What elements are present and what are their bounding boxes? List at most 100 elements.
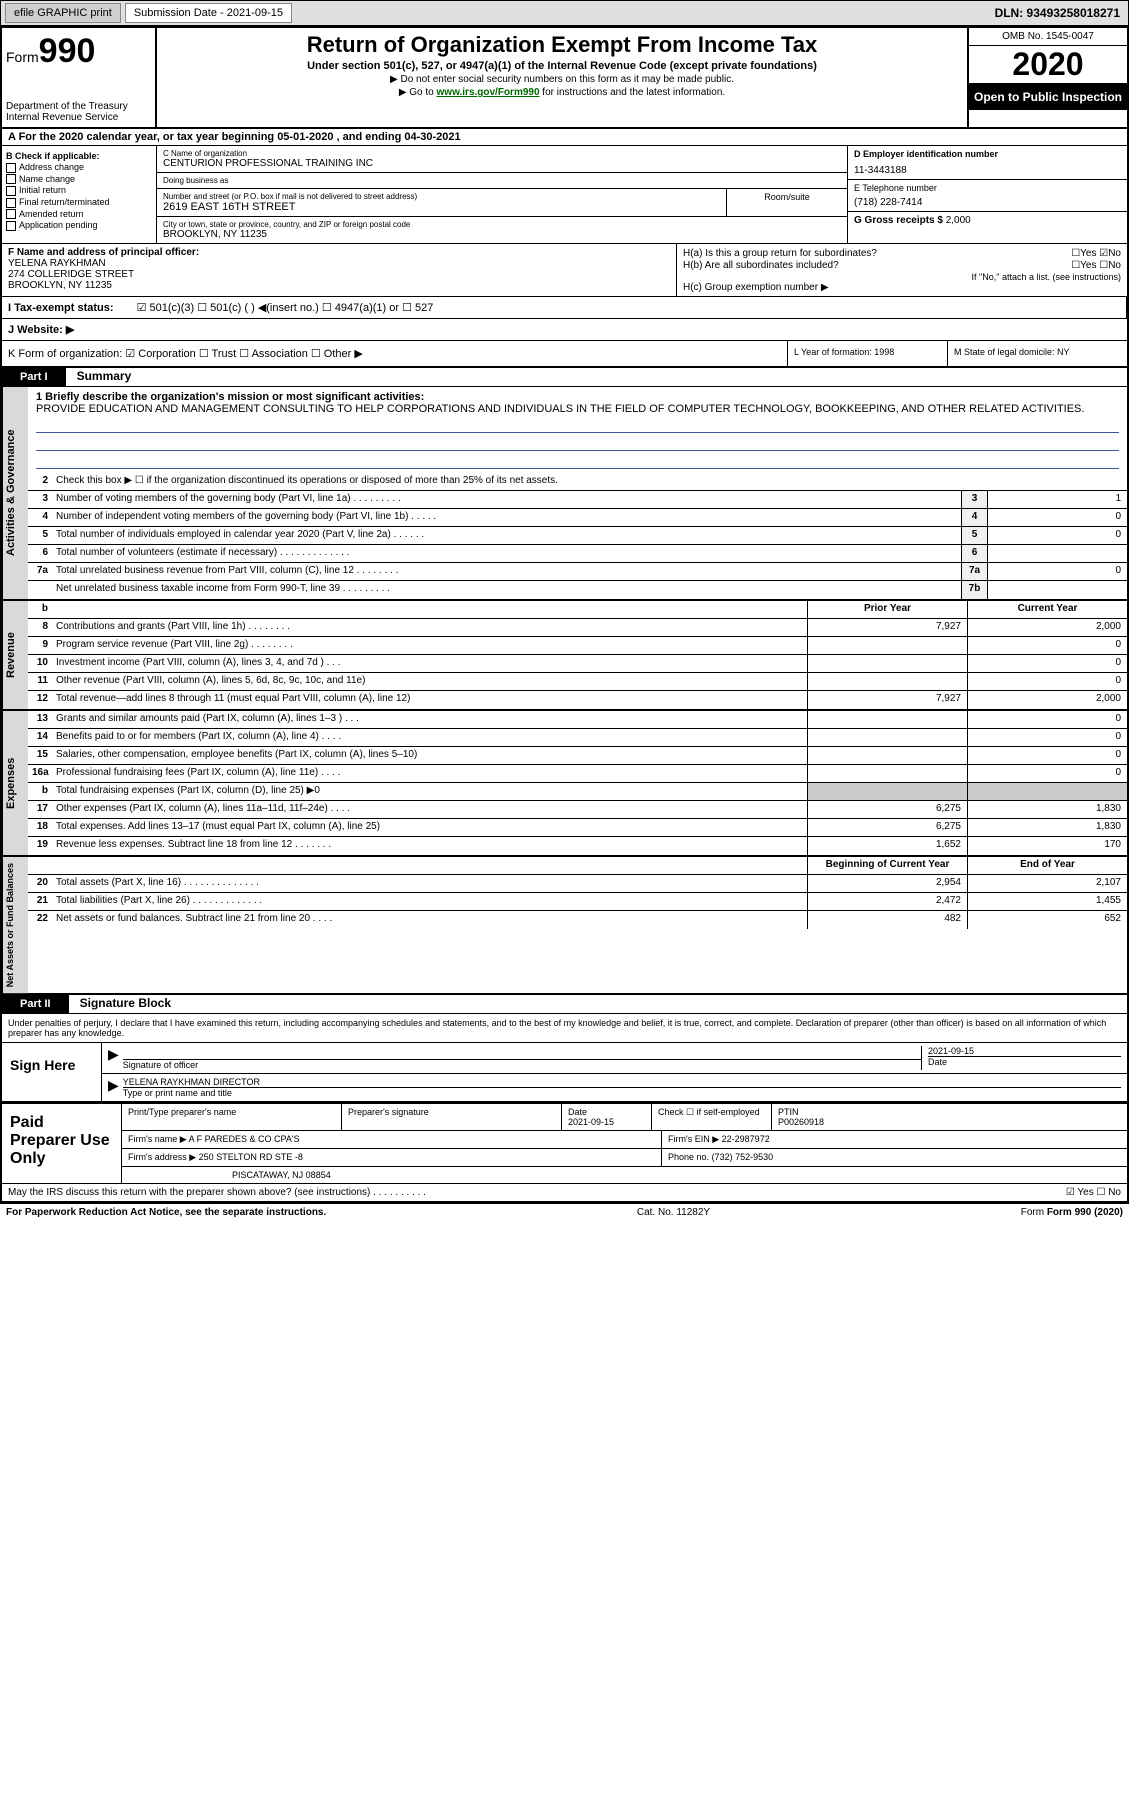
tel-label: E Telephone number: [854, 183, 1121, 193]
data-row: 20Total assets (Part X, line 16) . . . .…: [28, 875, 1127, 893]
gov-row: Net unrelated business taxable income fr…: [28, 581, 1127, 599]
sig-date: 2021-09-15: [928, 1046, 1121, 1056]
data-row: 13Grants and similar amounts paid (Part …: [28, 711, 1127, 729]
form-number: 990: [39, 32, 96, 70]
form-org-type: K Form of organization: ☑ Corporation ☐ …: [2, 341, 787, 366]
vtab-governance: Activities & Governance: [2, 387, 28, 599]
chk-final-return[interactable]: [6, 198, 16, 208]
officer-addr2: BROOKLYN, NY 11235: [8, 280, 670, 291]
data-row: 14Benefits paid to or for members (Part …: [28, 729, 1127, 747]
submission-date: Submission Date - 2021-09-15: [125, 3, 292, 23]
dba-label: Doing business as: [163, 176, 841, 185]
firm-ein: 22-2987972: [722, 1134, 770, 1144]
chk-app-pending[interactable]: [6, 221, 16, 231]
firm-phone: (732) 752-9530: [712, 1152, 774, 1162]
footer-mid: Cat. No. 11282Y: [637, 1207, 710, 1218]
ein-value: 11-3443188: [854, 165, 1121, 176]
instr-1: ▶ Do not enter social security numbers o…: [167, 74, 957, 85]
prep-date-label: Date: [568, 1107, 587, 1117]
hdr-prior-year: Prior Year: [807, 601, 967, 618]
hb-note: If "No," attach a list. (see instruction…: [683, 272, 1121, 282]
discuss-question: May the IRS discuss this return with the…: [8, 1187, 426, 1198]
footer-left: For Paperwork Reduction Act Notice, see …: [6, 1207, 326, 1218]
chk-name-change[interactable]: [6, 174, 16, 184]
data-row: 12Total revenue—add lines 8 through 11 (…: [28, 691, 1127, 709]
street-address: 2619 EAST 16TH STREET: [163, 201, 720, 213]
prep-date: 2021-09-15: [568, 1117, 614, 1127]
ha-label: H(a) Is this a group return for subordin…: [683, 248, 877, 259]
year-formation: L Year of formation: 1998: [787, 341, 947, 366]
sig-officer-label: Signature of officer: [123, 1060, 921, 1070]
part1-title: Summary: [69, 366, 140, 386]
prep-self-emp: Check ☐ if self-employed: [658, 1107, 760, 1117]
col-b-title: B Check if applicable:: [6, 151, 100, 161]
firm-ein-label: Firm's EIN ▶: [668, 1134, 719, 1144]
tax-exempt-label: I Tax-exempt status:: [8, 302, 114, 314]
city-state-zip: BROOKLYN, NY 11235: [163, 229, 841, 240]
form-title: Return of Organization Exempt From Incom…: [167, 32, 957, 58]
chk-initial-return[interactable]: [6, 186, 16, 196]
officer-print-name: YELENA RAYKHMAN DIRECTOR: [123, 1077, 1121, 1088]
ptin-value: P00260918: [778, 1117, 824, 1127]
data-row: 9Program service revenue (Part VIII, lin…: [28, 637, 1127, 655]
city-label: City or town, state or province, country…: [163, 220, 841, 229]
officer-label: F Name and address of principal officer:: [8, 247, 199, 258]
gov-row: 4Number of independent voting members of…: [28, 509, 1127, 527]
chk-address-change[interactable]: [6, 163, 16, 173]
form-990: Form990 Department of the Treasury Inter…: [0, 26, 1129, 1203]
firm-addr: 250 STELTON RD STE -8: [199, 1152, 303, 1162]
officer-addr1: 274 COLLERIDGE STREET: [8, 269, 670, 280]
print-name-label: Type or print name and title: [123, 1088, 1121, 1098]
firm-addr-label: Firm's address ▶: [128, 1152, 196, 1162]
gov-row: 5Total number of individuals employed in…: [28, 527, 1127, 545]
signature-declaration: Under penalties of perjury, I declare th…: [2, 1014, 1127, 1043]
data-row: 16aProfessional fundraising fees (Part I…: [28, 765, 1127, 783]
discuss-answer: ☑ Yes ☐ No: [1066, 1187, 1121, 1198]
instr-2: ▶ Go to www.irs.gov/Form990 for instruct…: [167, 87, 957, 98]
col-b-checkboxes: B Check if applicable: Address change Na…: [2, 146, 157, 243]
sign-here-label: Sign Here: [2, 1043, 102, 1101]
prep-name-label: Print/Type preparer's name: [128, 1107, 236, 1117]
firm-name-label: Firm's name ▶: [128, 1134, 187, 1144]
form-id-block: Form990 Department of the Treasury Inter…: [2, 28, 157, 127]
chk-amended[interactable]: [6, 209, 16, 219]
data-row: 11Other revenue (Part VIII, column (A), …: [28, 673, 1127, 691]
tax-year: 2020: [969, 46, 1127, 84]
form-subtitle: Under section 501(c), 527, or 4947(a)(1)…: [167, 60, 957, 72]
data-row: bTotal fundraising expenses (Part IX, co…: [28, 783, 1127, 801]
vtab-revenue: Revenue: [2, 601, 28, 709]
part2-header: Part II: [2, 995, 69, 1013]
lbl-amended: Amended return: [19, 209, 84, 219]
hc-label: H(c) Group exemption number ▶: [683, 282, 1121, 293]
tel-value: (718) 228-7414: [854, 197, 1121, 208]
arrow-icon: ▶: [108, 1046, 119, 1070]
lbl-app-pending: Application pending: [19, 220, 98, 230]
firm-phone-label: Phone no.: [668, 1152, 709, 1162]
data-row: 17Other expenses (Part IX, column (A), l…: [28, 801, 1127, 819]
ha-answer: ☐Yes ☑No: [1071, 248, 1121, 259]
prep-sig-label: Preparer's signature: [348, 1107, 429, 1117]
efile-btn[interactable]: efile GRAPHIC print: [5, 3, 121, 23]
dln: DLN: 93493258018271: [995, 6, 1126, 20]
arrow-icon: ▶: [108, 1077, 119, 1098]
form-label: Form: [6, 49, 39, 65]
lbl-address-change: Address change: [19, 162, 84, 172]
data-row: 8Contributions and grants (Part VIII, li…: [28, 619, 1127, 637]
hdr-current-year: Current Year: [967, 601, 1127, 618]
gov-row: 3Number of voting members of the governi…: [28, 491, 1127, 509]
name-label: C Name of organization: [163, 149, 841, 158]
part2-title: Signature Block: [72, 993, 179, 1013]
data-row: 15Salaries, other compensation, employee…: [28, 747, 1127, 765]
footer-right: Form Form 990 (2020): [1021, 1207, 1123, 1218]
gross-label: G Gross receipts $: [854, 215, 943, 226]
gov-row: 6Total number of volunteers (estimate if…: [28, 545, 1127, 563]
addr-label: Number and street (or P.O. box if mail i…: [163, 192, 720, 201]
hb-label: H(b) Are all subordinates included?: [683, 260, 839, 271]
ein-label: D Employer identification number: [854, 149, 1121, 159]
data-row: 19Revenue less expenses. Subtract line 1…: [28, 837, 1127, 855]
lbl-initial-return: Initial return: [19, 185, 66, 195]
hdr-eoy: End of Year: [967, 857, 1127, 874]
irs-link[interactable]: www.irs.gov/Form990: [437, 87, 540, 98]
sig-date-label: Date: [928, 1056, 1121, 1067]
mission-text: PROVIDE EDUCATION AND MANAGEMENT CONSULT…: [36, 403, 1119, 415]
